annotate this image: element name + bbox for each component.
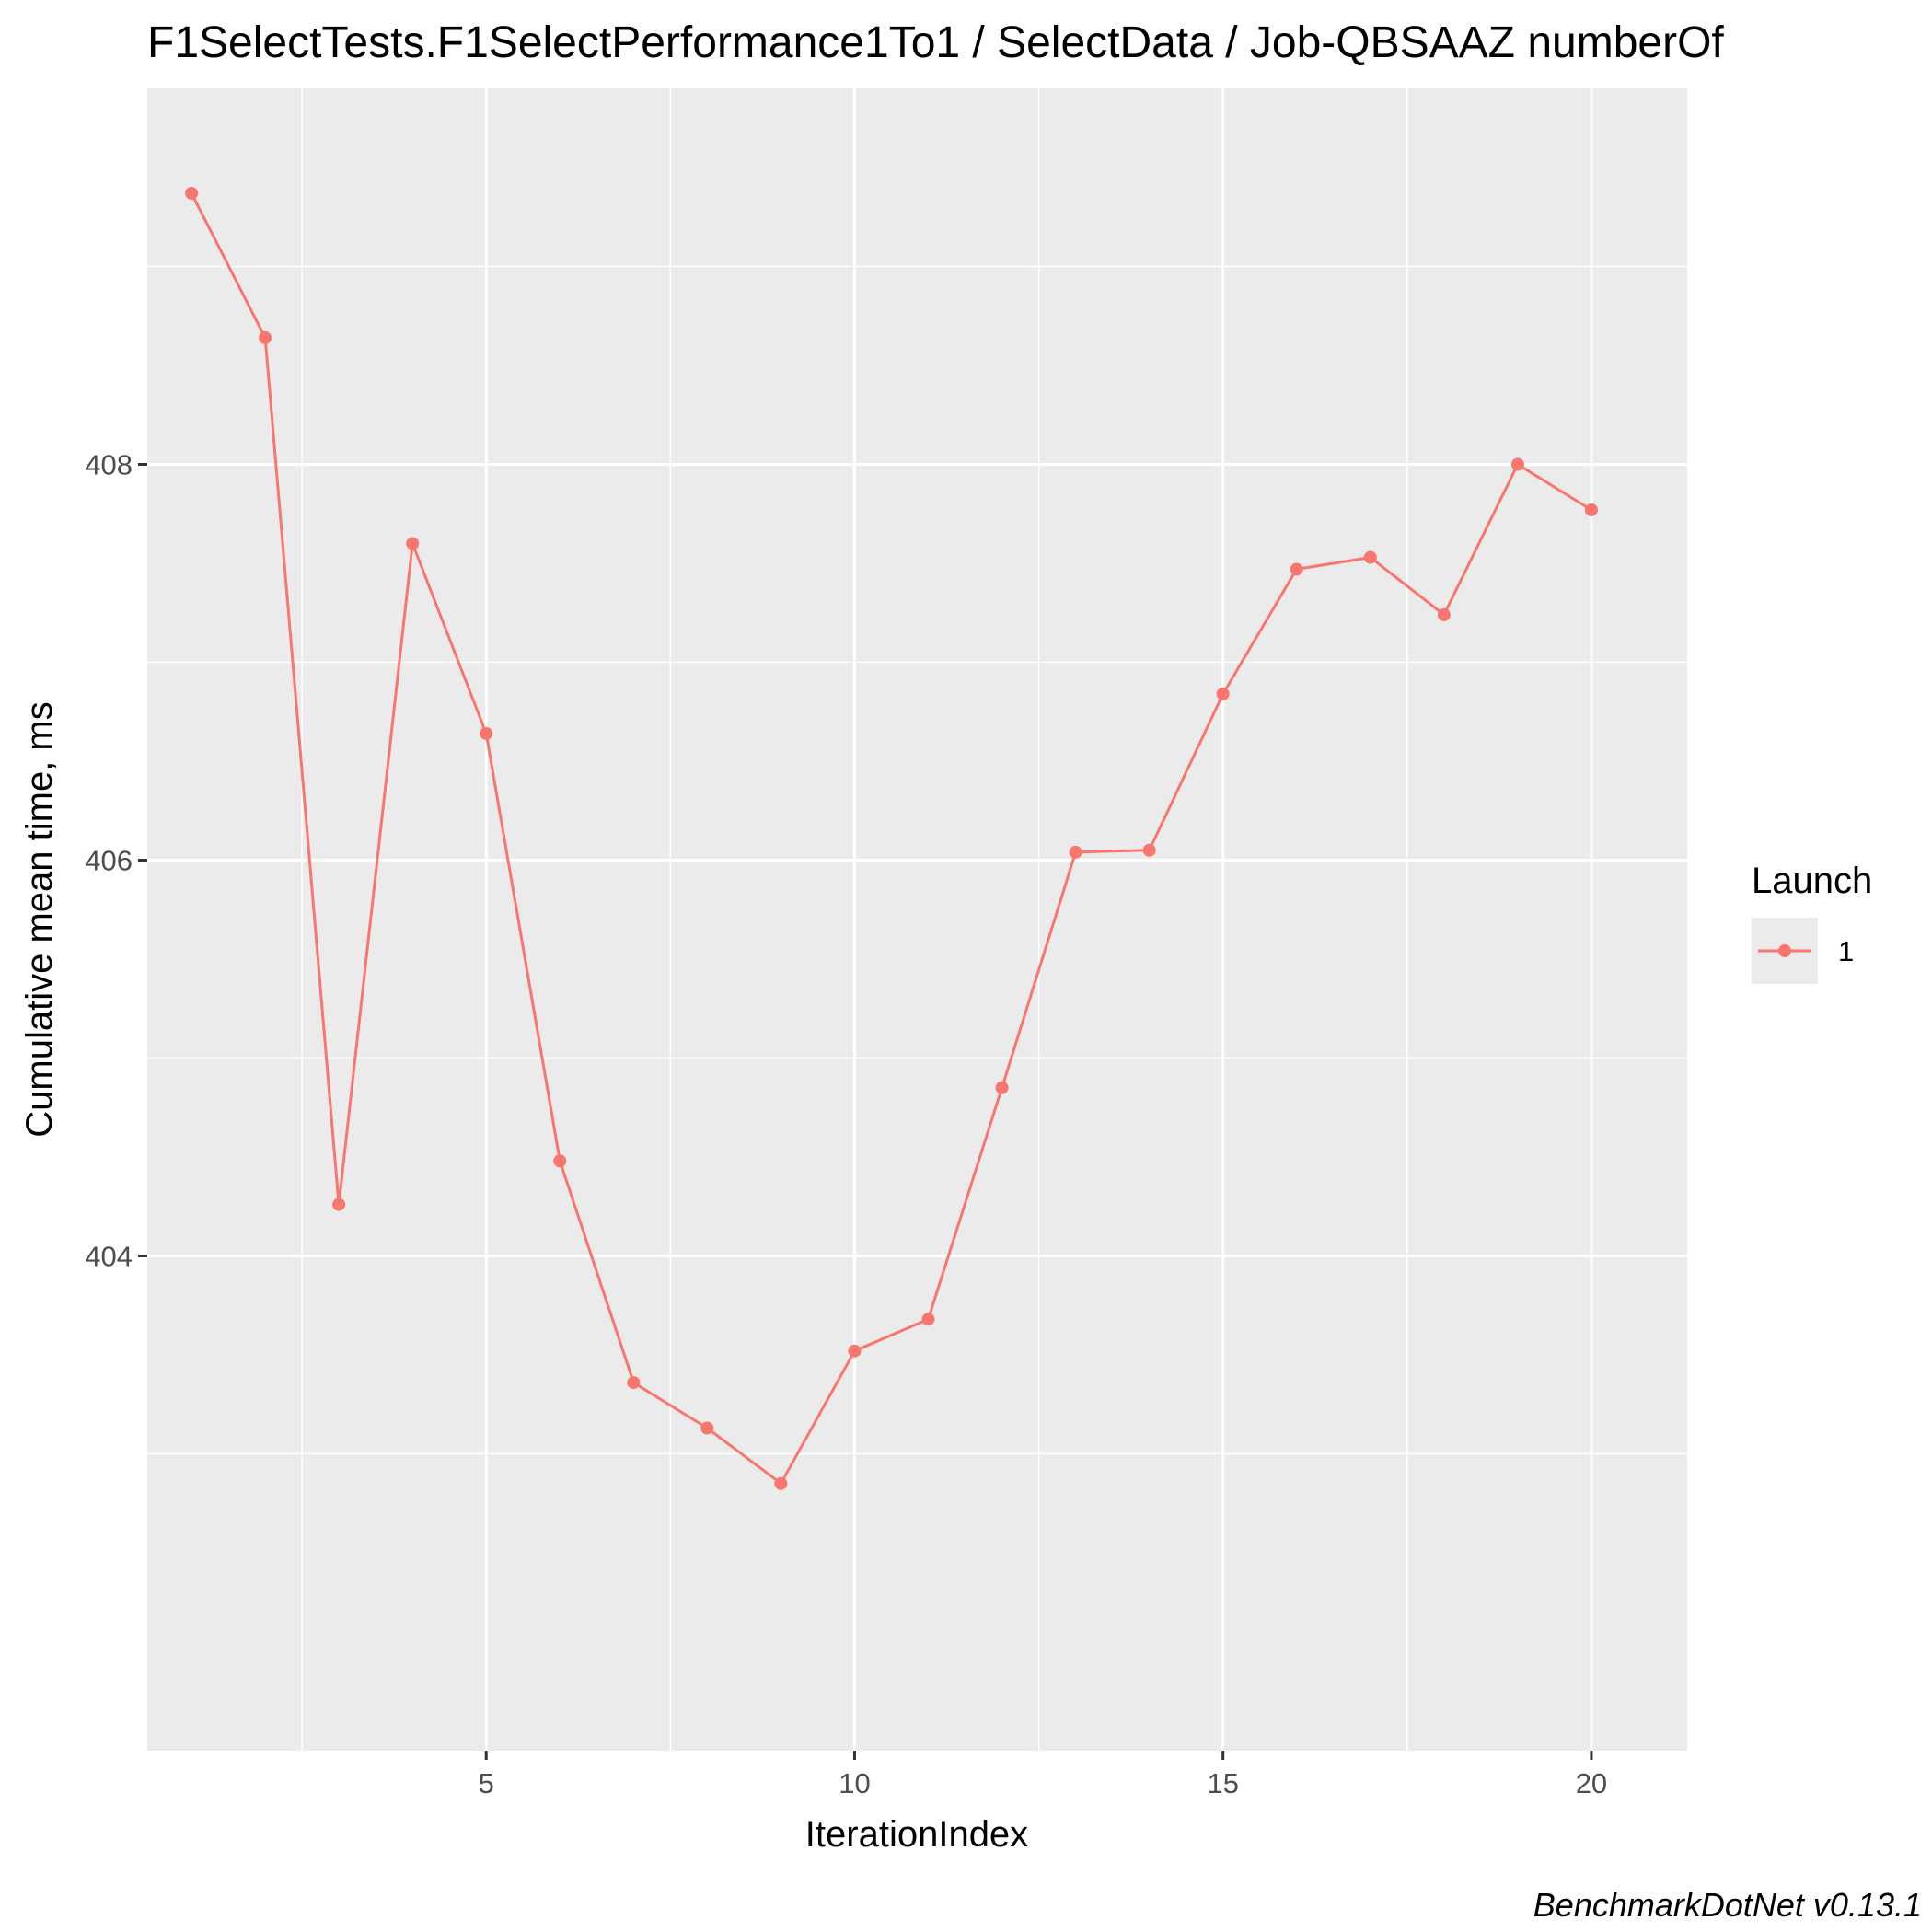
data-point [1437, 607, 1451, 621]
data-point [921, 1313, 935, 1326]
x-tick-label: 20 [1576, 1767, 1607, 1799]
data-point [995, 1081, 1009, 1094]
x-axis: 5 10 15 20 [479, 1751, 1607, 1799]
y-tick-label: 406 [85, 845, 133, 877]
series-points-1 [185, 186, 1598, 1490]
legend-key-point [1778, 944, 1791, 957]
data-point [406, 537, 420, 550]
data-point [553, 1154, 567, 1168]
caption: BenchmarkDotNet v0.13.1 [1533, 1886, 1922, 1924]
x-tick-label: 10 [839, 1767, 870, 1799]
y-axis: 404 406 408 [85, 449, 147, 1273]
data-point [1142, 843, 1156, 857]
plot-panel [147, 88, 1687, 1751]
data-point [848, 1344, 862, 1358]
legend-label-1: 1 [1838, 935, 1854, 967]
data-point [774, 1476, 788, 1490]
x-axis-title: IterationIndex [805, 1814, 1028, 1855]
data-point [700, 1421, 714, 1435]
data-point [1363, 550, 1377, 564]
data-point [185, 186, 199, 200]
chart-title: F1SelectTests.F1SelectPerformance1To1 / … [147, 18, 1724, 67]
x-tick-label: 15 [1207, 1767, 1238, 1799]
legend-title: Launch [1752, 861, 1872, 901]
data-point [627, 1376, 641, 1390]
data-point [1069, 845, 1082, 859]
series-line-1 [190, 192, 1592, 1486]
y-tick-label: 408 [85, 449, 133, 481]
legend: Launch 1 [1752, 861, 1872, 984]
data-point [1510, 457, 1524, 471]
data-point [1584, 503, 1598, 516]
data-point [1216, 687, 1230, 700]
data-point [480, 726, 493, 740]
x-tick-label: 5 [479, 1767, 494, 1799]
grid-major [147, 88, 1687, 1751]
y-tick-label: 404 [85, 1241, 133, 1273]
data-point [259, 330, 272, 344]
data-point [1290, 562, 1303, 576]
grid-minor [147, 88, 1687, 1751]
data-point [332, 1197, 346, 1211]
y-axis-title: Cumulative mean time, ms [19, 701, 60, 1137]
